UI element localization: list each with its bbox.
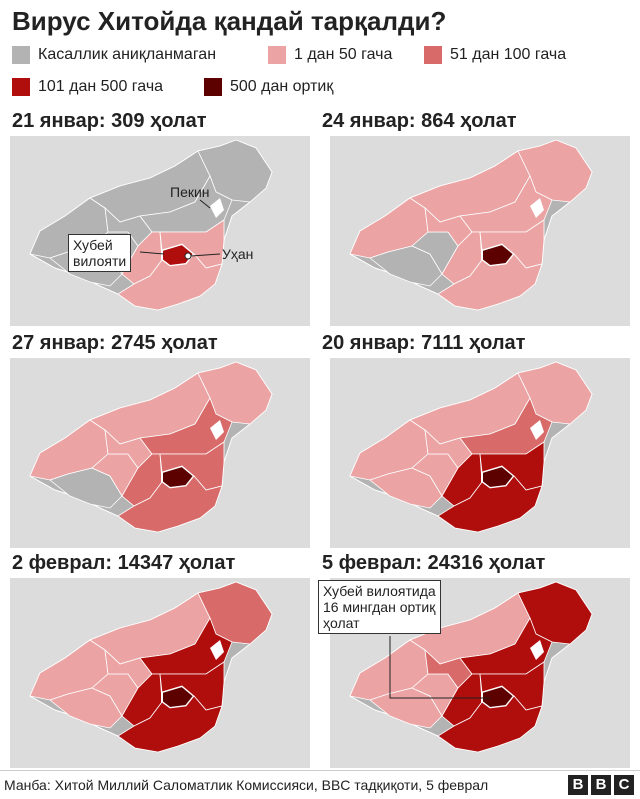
- region-south: [117, 695, 223, 753]
- page-title: Вирус Хитойда қандай тарқалди?: [12, 6, 447, 36]
- map-panel-4: [330, 358, 630, 548]
- legend-item-500-plus: 500 дан ортиқ: [204, 78, 333, 96]
- china-map-1: [29, 139, 273, 311]
- legend-label: 1 дан 50 гача: [294, 46, 393, 63]
- bbc-logo-letter: C: [614, 775, 634, 795]
- wuhan-leader-line: [190, 253, 221, 257]
- panel-title-1: 21 январ: 309 ҳолат: [12, 110, 207, 132]
- bbc-logo-letter: B: [568, 775, 588, 795]
- region-south: [117, 475, 223, 533]
- china-map-3: [29, 361, 273, 533]
- map-panel-6: [330, 578, 630, 768]
- wuhan-label: Уҳан: [222, 246, 254, 262]
- hubei-cases-line2: 16 мингдан ортиқ: [323, 599, 436, 615]
- hubei-cases-line1: Хубей вилоятида: [323, 583, 436, 599]
- legend-swatch: [12, 46, 30, 64]
- legend-swatch: [268, 46, 286, 64]
- hubei-callout-line2: вилояти: [73, 253, 127, 269]
- hubei-leader-line: [139, 251, 165, 255]
- sea-shape: [530, 640, 544, 660]
- legend-label: 500 дан ортиқ: [230, 78, 334, 95]
- source-note: Манба: Хитой Миллий Саломатлик Комиссияс…: [4, 777, 489, 793]
- panel-title-5: 2 феврал: 14347 ҳолат: [12, 552, 236, 574]
- wuhan-marker: [184, 252, 192, 260]
- china-map-4: [349, 361, 593, 533]
- panel-title-2: 24 январ: 864 ҳолат: [322, 110, 517, 132]
- legend-swatch: [204, 78, 222, 96]
- sea-shape: [210, 420, 224, 440]
- map-panel-5: [10, 578, 310, 768]
- hubei-cases-callout: Хубей вилоятида 16 мингдан ортиқ ҳолат: [318, 580, 441, 634]
- legend-swatch: [424, 46, 442, 64]
- china-map-5: [29, 581, 273, 753]
- sea-shape: [530, 420, 544, 440]
- sea-shape: [210, 198, 224, 218]
- region-south: [437, 253, 543, 311]
- bbc-logo: B B C: [568, 775, 634, 795]
- hubei-callout: Хубей вилояти: [68, 234, 132, 272]
- legend-label: 51 дан 100 гача: [450, 46, 567, 63]
- panel-title-6: 5 феврал: 24316 ҳолат: [322, 552, 546, 574]
- region-south: [437, 475, 543, 533]
- sea-shape: [530, 198, 544, 218]
- china-map-6: [349, 581, 593, 753]
- region-south: [437, 695, 543, 753]
- legend-label: 101 дан 500 гача: [38, 78, 164, 95]
- beijing-leader-line: [199, 199, 211, 209]
- hubei-cases-line3: ҳолат: [323, 615, 360, 631]
- panel-title-4: 20 январ: 7111 ҳолат: [322, 332, 526, 354]
- legend-item-101-500: 101 дан 500 гача: [12, 78, 163, 96]
- bbc-logo-letter: B: [591, 775, 611, 795]
- panel-title-3: 27 январ: 2745 ҳолат: [12, 332, 218, 354]
- legend-item-none: Касаллик аниқланмаган: [12, 46, 216, 64]
- legend-item-1-50: 1 дан 50 гача: [268, 46, 392, 64]
- map-panel-1: [10, 136, 310, 326]
- sea-shape: [210, 640, 224, 660]
- map-panel-3: [10, 358, 310, 548]
- legend-swatch: [12, 78, 30, 96]
- footer: Манба: Хитой Миллий Саломатлик Комиссияс…: [0, 770, 640, 799]
- legend-item-51-100: 51 дан 100 гача: [424, 46, 566, 64]
- region-south: [117, 253, 223, 311]
- beijing-label: Пекин: [170, 184, 210, 200]
- map-panel-2: [330, 136, 630, 326]
- legend-label: Касаллик аниқланмаган: [38, 46, 217, 63]
- china-map-2: [349, 139, 593, 311]
- hubei-callout-line1: Хубей: [73, 237, 113, 253]
- hubei-cases-leader-line: [389, 636, 490, 699]
